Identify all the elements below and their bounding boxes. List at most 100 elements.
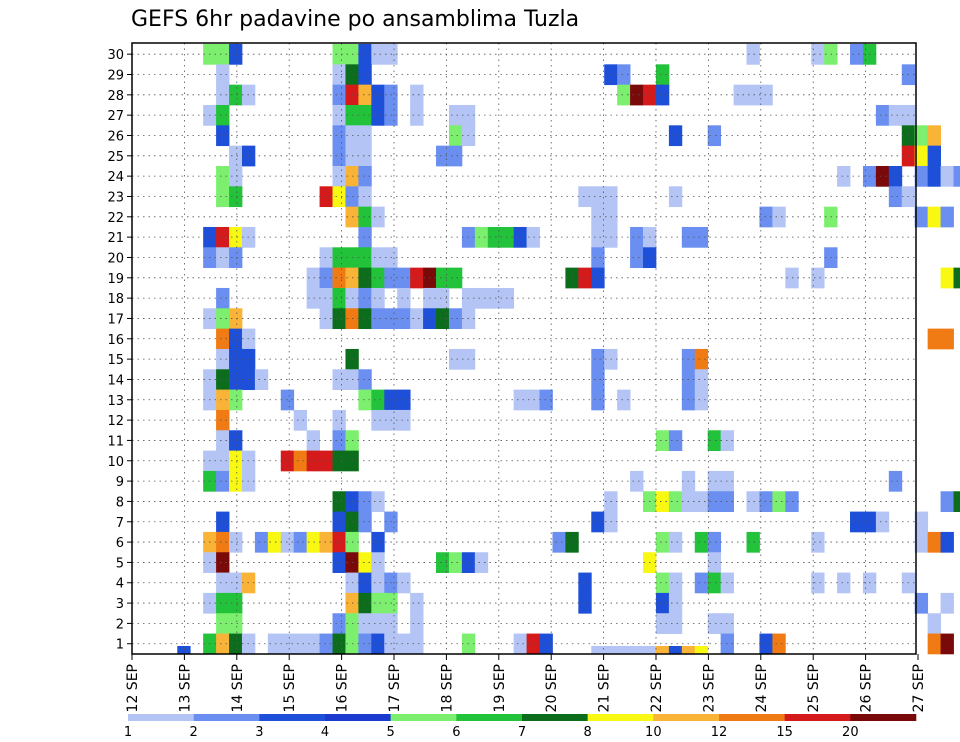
y-tick-label: 12 bbox=[107, 414, 124, 429]
precip-cell bbox=[617, 389, 631, 411]
precip-cell bbox=[448, 104, 463, 126]
precip-cell bbox=[371, 409, 385, 431]
precip-cell bbox=[332, 613, 346, 634]
precip-cell bbox=[229, 369, 243, 391]
y-tick-label: 10 bbox=[107, 455, 124, 470]
precip-cell bbox=[216, 186, 230, 208]
precip-cell bbox=[436, 308, 450, 330]
precip-cell bbox=[397, 633, 411, 655]
precip-cell bbox=[694, 226, 709, 248]
heatmap-cells bbox=[177, 44, 960, 655]
colorbar-label: 3 bbox=[255, 725, 263, 740]
precip-cell bbox=[216, 552, 230, 573]
precip-cell bbox=[655, 646, 670, 655]
precip-cell bbox=[229, 531, 243, 553]
y-tick-label: 27 bbox=[107, 109, 124, 124]
precip-cell bbox=[914, 125, 929, 147]
x-tick-label: 18 SEP bbox=[439, 664, 455, 712]
precip-cell bbox=[229, 226, 243, 248]
precip-cell bbox=[229, 247, 243, 269]
precip-cell bbox=[578, 267, 592, 289]
y-tick-label: 9 bbox=[116, 475, 124, 490]
precip-cell bbox=[448, 125, 463, 147]
precip-cell bbox=[332, 64, 346, 86]
colorbar-segment bbox=[522, 714, 588, 721]
precip-cell bbox=[332, 633, 346, 655]
precip-cell bbox=[358, 389, 372, 411]
y-tick-label: 2 bbox=[116, 617, 124, 632]
x-tick-label: 17 SEP bbox=[387, 664, 403, 712]
precip-cell bbox=[850, 511, 864, 533]
precip-cell bbox=[694, 572, 709, 594]
x-tick-label: 23 SEP bbox=[701, 664, 717, 712]
precip-cell bbox=[436, 552, 450, 573]
precip-cell bbox=[875, 104, 890, 126]
y-tick-label: 8 bbox=[116, 495, 124, 510]
precip-cell bbox=[772, 206, 786, 228]
precip-cell bbox=[927, 145, 941, 167]
precip-cell bbox=[358, 84, 372, 106]
precip-cell bbox=[358, 633, 372, 655]
precip-cell bbox=[772, 491, 786, 512]
precip-cell bbox=[397, 287, 411, 309]
precip-cell bbox=[940, 531, 954, 553]
precip-cell bbox=[216, 531, 230, 553]
precip-cell bbox=[229, 308, 243, 330]
precip-cell bbox=[759, 491, 773, 512]
precip-cell bbox=[410, 308, 424, 330]
precip-cell bbox=[772, 633, 786, 655]
precip-cell bbox=[319, 247, 333, 269]
precip-cell bbox=[591, 389, 605, 411]
precip-cell bbox=[850, 44, 864, 65]
precip-cell bbox=[668, 613, 683, 634]
precip-cell bbox=[914, 592, 929, 614]
precip-cell bbox=[371, 308, 385, 330]
precip-cell bbox=[319, 531, 333, 553]
precip-cell bbox=[332, 369, 346, 391]
precip-cell bbox=[940, 328, 954, 350]
precip-cell bbox=[668, 125, 683, 147]
colorbar-segment bbox=[587, 714, 654, 721]
precip-cell bbox=[694, 348, 709, 370]
precip-cell bbox=[371, 84, 385, 106]
precip-cell bbox=[927, 125, 941, 147]
precip-cell bbox=[216, 592, 230, 614]
precip-cell bbox=[229, 165, 243, 187]
precip-cell bbox=[229, 328, 243, 350]
colorbar-segment bbox=[325, 714, 391, 721]
precip-cell bbox=[655, 491, 670, 512]
precip-cell bbox=[552, 531, 566, 553]
precip-cell bbox=[332, 247, 346, 269]
precip-cell bbox=[332, 552, 346, 573]
precip-cell bbox=[448, 308, 463, 330]
precip-cell bbox=[358, 104, 372, 126]
y-tick-label: 25 bbox=[107, 150, 124, 165]
precip-cell bbox=[332, 84, 346, 106]
precip-cell bbox=[332, 491, 346, 512]
precip-cell bbox=[668, 186, 683, 208]
precip-cell bbox=[229, 430, 243, 451]
precip-cell bbox=[759, 633, 773, 655]
precip-cell bbox=[953, 491, 960, 512]
precip-cell bbox=[397, 389, 411, 411]
precip-cell bbox=[526, 226, 540, 248]
precip-cell bbox=[436, 267, 450, 289]
precip-cell bbox=[229, 613, 243, 634]
precip-cell bbox=[410, 104, 424, 126]
precip-cell bbox=[332, 165, 346, 187]
precip-cell bbox=[371, 206, 385, 228]
precip-cell bbox=[707, 613, 722, 634]
precip-cell bbox=[319, 450, 333, 472]
colorbar-label: 12 bbox=[711, 725, 728, 740]
precip-cell bbox=[448, 267, 463, 289]
precip-cell bbox=[811, 267, 825, 289]
precip-cell bbox=[358, 64, 372, 86]
precip-cell bbox=[358, 165, 372, 187]
precip-cell bbox=[694, 646, 709, 655]
precip-cell bbox=[229, 145, 243, 167]
x-tick-label: 27 SEP bbox=[911, 664, 927, 712]
y-tick-label: 11 bbox=[107, 434, 124, 449]
y-tick-label: 22 bbox=[107, 211, 124, 226]
precip-cell bbox=[358, 186, 372, 208]
precip-cell bbox=[267, 633, 282, 655]
